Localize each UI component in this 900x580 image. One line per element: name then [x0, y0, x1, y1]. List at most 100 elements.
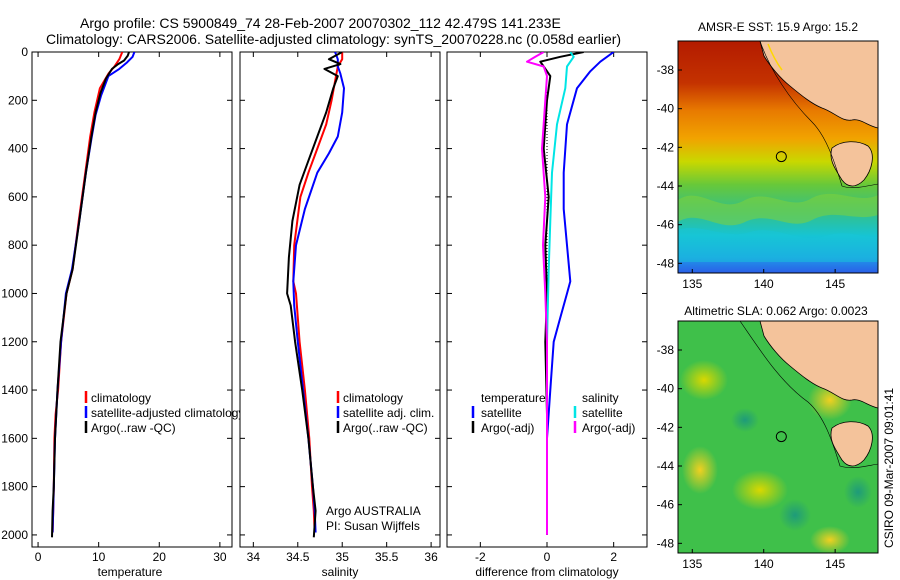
map-x-tick-label: 140: [754, 277, 774, 291]
salinity-legend: climatology satellite adj. clim. Argo(..…: [336, 391, 434, 435]
difference-lines: [526, 52, 615, 535]
temperature-ticks: 0 10 20 30 0 200 400 600 800 1000 1200 1400 1600 1800…: [1, 45, 232, 564]
sla-anomaly-low: [844, 476, 872, 508]
salinity-xlabel: salinity: [322, 565, 359, 579]
sst-map-ticks: 135 140 145 -38 -40 -42 -44 -46 -48: [657, 63, 846, 291]
legend-label-argo: Argo(..raw -QC): [343, 421, 428, 435]
y-tick-label: 200: [8, 93, 28, 107]
y-tick-label: 2000: [1, 528, 28, 542]
legend-label-climatology: climatology: [91, 391, 151, 405]
map-x-tick-label: 135: [682, 557, 702, 571]
salinity-ticks: 34 34.5 35 35.5 36: [240, 51, 440, 564]
x-tick-label: 34.5: [286, 550, 310, 564]
sst-shelf-contour: [759, 41, 878, 188]
salinity-axes: [239, 51, 441, 548]
map-y-tick-label: -46: [657, 218, 675, 232]
pi-label: PI: Susan Wijffels: [326, 519, 420, 533]
sla-map-frame: [677, 320, 879, 554]
sla-anomaly-low: [779, 499, 811, 531]
sla-anomaly-high: [680, 360, 728, 400]
x-tick-label: 0: [35, 550, 42, 564]
legend-label-argo: Argo(..raw -QC): [91, 421, 176, 435]
map-y-tick-label: -42: [657, 420, 675, 434]
sla-anomaly-high: [682, 446, 718, 494]
map-y-tick-label: -44: [657, 459, 675, 473]
difference-ticks: -2 0 2: [447, 51, 647, 564]
legend-label-satellite: satellite adj. clim.: [343, 406, 434, 420]
series-line-argo-raw-qc: [51, 52, 130, 538]
map-y-tick-label: -40: [657, 102, 675, 116]
x-tick-label: 30: [213, 550, 227, 564]
sla-map-title: Altimetric SLA: 0.062 Argo: 0.0023: [684, 304, 868, 318]
y-tick-label: 1000: [1, 286, 28, 300]
difference-panel: -2 0 2 difference from climatology tempera…: [446, 51, 648, 579]
difference-legend: temperature satellite Argo(-adj) salinit…: [471, 391, 635, 435]
x-tick-label: 34: [247, 550, 261, 564]
sla-map-ticks: 135 140 145 -38 -40 -42 -44 -46 -48: [657, 343, 846, 571]
temperature-panel: 0 10 20 30 0 200 400 600 800 1000 1200 1400 1600 1800…: [1, 45, 244, 579]
series-line-argo-raw-qc: [286, 52, 343, 538]
y-tick-label: 0: [21, 45, 28, 59]
map-x-tick-label: 145: [825, 277, 845, 291]
temperature-lines: [51, 52, 136, 538]
x-tick-label: 36: [424, 550, 438, 564]
y-tick-label: 400: [8, 142, 28, 156]
temperature-axes: [31, 51, 233, 548]
sst-land-tasmania: [830, 141, 873, 187]
header-line-2: Climatology: CARS2006. Satellite-adjuste…: [46, 31, 621, 47]
map-y-tick-label: -42: [657, 140, 675, 154]
map-y-tick-label: -48: [657, 256, 675, 270]
x-tick-label: -2: [475, 550, 486, 564]
map-y-tick-label: -48: [657, 536, 675, 550]
sst-land-mainland: [759, 41, 878, 129]
sst-coastal-current: [767, 43, 783, 71]
series-line-salinity-argo-adj: [526, 52, 548, 535]
temperature-legend: climatology satellite-adjusted climatolo…: [84, 391, 244, 435]
sla-anomaly-low: [731, 408, 759, 432]
legend-label-sal-satellite: satellite: [582, 406, 623, 420]
sla-anomaly-high: [732, 470, 788, 510]
sla-argo-location-marker: [775, 431, 787, 443]
x-tick-label: 2: [610, 550, 617, 564]
y-tick-label: 800: [8, 238, 28, 252]
sst-map-panel: AMSR-E SST: 15.9 Argo: 15.2 135 140 145 -38…: [657, 20, 879, 291]
sst-map-frame: [677, 40, 879, 274]
sst-cool-band: [678, 227, 878, 262]
sla-map-panel: Altimetric SLA: 0.062 Argo: 0.0023 135 14…: [657, 304, 879, 571]
x-tick-label: 35: [336, 550, 350, 564]
temperature-xlabel: temperature: [98, 565, 163, 579]
header-line-1: Argo profile: CS 5900849_74 28-Feb-2007 …: [80, 15, 561, 31]
salinity-lines: [286, 52, 345, 538]
legend-salinity-header: salinity: [582, 391, 619, 405]
x-tick-label: 0: [544, 550, 551, 564]
map-x-tick-label: 140: [754, 557, 774, 571]
difference-xlabel: difference from climatology: [475, 565, 618, 579]
sla-shelf-contour: [739, 321, 878, 468]
sla-land-mainland: [759, 321, 878, 409]
salinity-panel: 34 34.5 35 35.5 36 salinity climatology sate…: [239, 51, 441, 579]
argo-program-label: Argo AUSTRALIA: [326, 504, 421, 518]
legend-label-satellite: satellite-adjusted climatology: [91, 406, 244, 420]
x-tick-label: 20: [153, 550, 167, 564]
sst-front-band: [678, 193, 878, 226]
y-tick-label: 1800: [1, 480, 28, 494]
sla-land-tasmania: [830, 421, 873, 467]
y-tick-label: 1400: [1, 383, 28, 397]
legend-label-temp-satellite: satellite: [481, 406, 522, 420]
sla-anomaly-high: [810, 526, 850, 553]
sst-argo-location-marker: [775, 151, 787, 163]
map-x-tick-label: 145: [825, 557, 845, 571]
x-tick-label: 35.5: [375, 550, 399, 564]
y-tick-label: 1600: [1, 431, 28, 445]
map-y-tick-label: -38: [657, 343, 675, 357]
csiro-timestamp-label: CSIRO 09-Mar-2007 09:01:41: [882, 388, 896, 548]
legend-label-climatology: climatology: [343, 391, 403, 405]
legend-label-sal-argo: Argo(-adj): [582, 421, 635, 435]
sst-map-title: AMSR-E SST: 15.9 Argo: 15.2: [698, 20, 858, 34]
map-y-tick-label: -40: [657, 382, 675, 396]
y-tick-label: 600: [8, 190, 28, 204]
y-tick-label: 1200: [1, 335, 28, 349]
legend-temperature-header: temperature: [481, 391, 546, 405]
map-y-tick-label: -44: [657, 179, 675, 193]
